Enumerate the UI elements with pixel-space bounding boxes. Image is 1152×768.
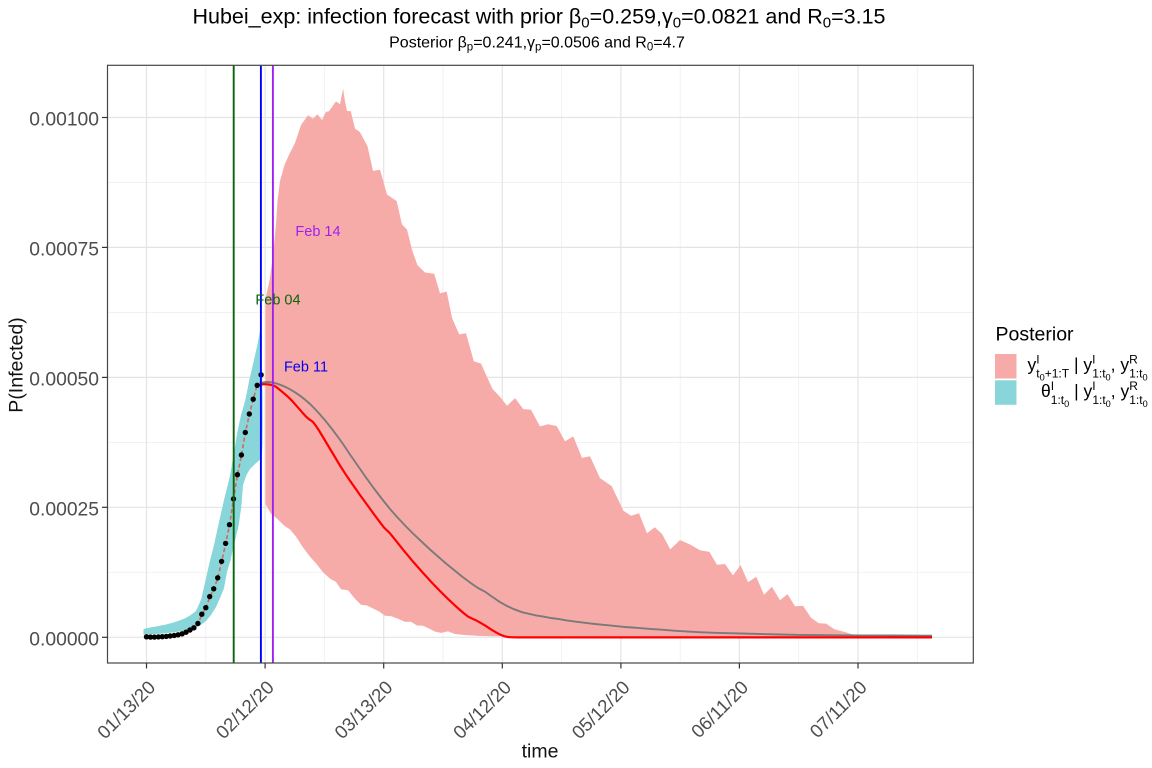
svg-text:Feb 14: Feb 14 (295, 224, 340, 240)
svg-text:0.00100: 0.00100 (29, 110, 99, 131)
svg-text:0.00000: 0.00000 (29, 630, 99, 651)
svg-text:0.00050: 0.00050 (29, 370, 99, 391)
svg-text:P(Infected): P(Infected) (6, 317, 28, 412)
svg-text:Feb 11: Feb 11 (284, 360, 328, 376)
svg-text:0.00075: 0.00075 (29, 240, 99, 261)
svg-text:Feb 04: Feb 04 (255, 293, 300, 309)
svg-text:Hubei_exp: infection forecast: Hubei_exp: infection forecast with prior… (192, 5, 885, 32)
svg-text:Posterior βp=0.241,γp=0.0506 a: Posterior βp=0.241,γp=0.0506 and R0=4.7 (389, 35, 685, 54)
svg-text:time: time (522, 741, 559, 763)
svg-text:Posterior: Posterior (996, 324, 1075, 346)
svg-text:0.00025: 0.00025 (29, 500, 99, 521)
